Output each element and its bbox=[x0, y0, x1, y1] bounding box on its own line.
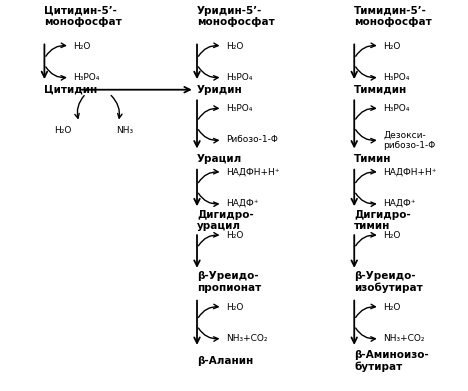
Text: Тимин: Тимин bbox=[354, 154, 392, 164]
Text: H₂O: H₂O bbox=[226, 41, 243, 50]
Text: Урацил: Урацил bbox=[197, 154, 242, 164]
Text: НАДФН+Н⁺: НАДФН+Н⁺ bbox=[383, 168, 437, 177]
Text: NH₃: NH₃ bbox=[116, 126, 133, 135]
Text: H₂O: H₂O bbox=[383, 303, 401, 312]
Text: Цитидин: Цитидин bbox=[44, 85, 98, 95]
Text: H₂O: H₂O bbox=[383, 231, 401, 240]
Text: H₃PO₄: H₃PO₄ bbox=[383, 73, 410, 82]
Text: β-Аланин: β-Аланин bbox=[197, 356, 253, 366]
Text: β-Аминоизо-
бутират: β-Аминоизо- бутират bbox=[354, 350, 429, 372]
Text: H₃PO₄: H₃PO₄ bbox=[73, 73, 100, 82]
Text: Дезокси-
рибозо-1-Φ: Дезокси- рибозо-1-Φ bbox=[383, 130, 436, 150]
Text: H₂O: H₂O bbox=[73, 41, 91, 50]
Text: Рибозо-1-Φ: Рибозо-1-Φ bbox=[226, 135, 278, 144]
Text: β-Уреидо-
изобутират: β-Уреидо- изобутират bbox=[354, 271, 423, 293]
Text: НАДФ⁺: НАДФ⁺ bbox=[226, 199, 259, 208]
Text: Тимидин-5’-
монофосфат: Тимидин-5’- монофосфат bbox=[354, 6, 432, 27]
Text: NH₃+CO₂: NH₃+CO₂ bbox=[383, 334, 425, 343]
Text: Тимидин: Тимидин bbox=[354, 85, 408, 95]
Text: β-Уреидо-
пропионат: β-Уреидо- пропионат bbox=[197, 271, 261, 293]
Text: НАДФН+Н⁺: НАДФН+Н⁺ bbox=[226, 168, 280, 177]
Text: H₂O: H₂O bbox=[226, 231, 243, 240]
Text: Дигидро-
тимин: Дигидро- тимин bbox=[354, 210, 411, 231]
Text: Цитидин-5’-
монофосфат: Цитидин-5’- монофосфат bbox=[44, 6, 122, 27]
Text: H₃PO₄: H₃PO₄ bbox=[226, 104, 253, 113]
Text: NH₃+CO₂: NH₃+CO₂ bbox=[226, 334, 268, 343]
Text: H₃PO₄: H₃PO₄ bbox=[383, 104, 410, 113]
Text: Уридин: Уридин bbox=[197, 85, 243, 95]
Text: Дигидро-
урацил: Дигидро- урацил bbox=[197, 210, 254, 231]
Text: Уридин-5’-
монофосфат: Уридин-5’- монофосфат bbox=[197, 6, 275, 27]
Text: H₂O: H₂O bbox=[54, 126, 71, 135]
Text: H₂O: H₂O bbox=[383, 41, 401, 50]
Text: НАДФ⁺: НАДФ⁺ bbox=[383, 199, 416, 208]
Text: H₃PO₄: H₃PO₄ bbox=[226, 73, 253, 82]
Text: H₂O: H₂O bbox=[226, 303, 243, 312]
